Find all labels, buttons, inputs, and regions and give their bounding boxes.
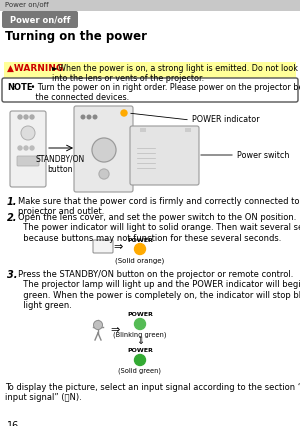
Bar bbox=[0, 0, 300, 11]
Circle shape bbox=[99, 169, 109, 179]
Text: POWER: POWER bbox=[127, 238, 153, 243]
Text: NOTE: NOTE bbox=[7, 83, 32, 92]
Text: ►When the power is on, a strong light is emitted. Do not look
into the lens or v: ►When the power is on, a strong light is… bbox=[52, 64, 298, 83]
Text: ⇒: ⇒ bbox=[113, 242, 123, 252]
Circle shape bbox=[134, 319, 146, 329]
Text: POWER: POWER bbox=[127, 312, 153, 317]
Circle shape bbox=[94, 320, 103, 329]
Circle shape bbox=[30, 115, 34, 119]
Text: 16: 16 bbox=[7, 421, 19, 426]
Circle shape bbox=[18, 115, 22, 119]
FancyBboxPatch shape bbox=[10, 111, 46, 187]
Circle shape bbox=[30, 146, 34, 150]
FancyBboxPatch shape bbox=[93, 240, 113, 253]
Circle shape bbox=[134, 354, 146, 366]
Circle shape bbox=[24, 115, 28, 119]
Text: 2.: 2. bbox=[7, 213, 17, 223]
Text: 3.: 3. bbox=[7, 270, 17, 280]
Text: ⇓: ⇓ bbox=[136, 336, 144, 346]
Text: Power on/off: Power on/off bbox=[10, 15, 70, 25]
Text: Power switch: Power switch bbox=[237, 150, 290, 159]
FancyBboxPatch shape bbox=[130, 126, 199, 185]
Circle shape bbox=[21, 126, 35, 140]
Circle shape bbox=[81, 115, 85, 119]
Text: POWER: POWER bbox=[127, 348, 153, 353]
Circle shape bbox=[121, 110, 127, 116]
Text: STANDBY/ON
button: STANDBY/ON button bbox=[35, 155, 85, 174]
Circle shape bbox=[92, 138, 116, 162]
FancyBboxPatch shape bbox=[74, 106, 133, 192]
Text: Open the lens cover, and set the power switch to the ON position.
  The power in: Open the lens cover, and set the power s… bbox=[18, 213, 300, 243]
Circle shape bbox=[87, 115, 91, 119]
Text: ⇒: ⇒ bbox=[110, 325, 120, 335]
Bar bbox=[4, 62, 296, 88]
Bar bbox=[140, 128, 146, 132]
Text: ▲WARNING: ▲WARNING bbox=[7, 64, 66, 73]
Text: To display the picture, select an input signal according to the section “Selecti: To display the picture, select an input … bbox=[5, 383, 300, 403]
Text: (Blinking green): (Blinking green) bbox=[113, 332, 167, 339]
Text: Power on/off: Power on/off bbox=[5, 3, 49, 9]
Circle shape bbox=[24, 146, 28, 150]
FancyBboxPatch shape bbox=[2, 78, 298, 102]
Circle shape bbox=[134, 244, 146, 254]
Text: Press the STANDBY/ON button on the projector or remote control.
  The projector : Press the STANDBY/ON button on the proje… bbox=[18, 270, 300, 310]
Circle shape bbox=[93, 115, 97, 119]
Text: (Solid orange): (Solid orange) bbox=[116, 257, 165, 264]
Circle shape bbox=[18, 146, 22, 150]
FancyBboxPatch shape bbox=[17, 156, 39, 166]
Text: • Turn the power on in right order. Please power on the projector before
   the : • Turn the power on in right order. Plea… bbox=[28, 83, 300, 102]
Text: Turning on the power: Turning on the power bbox=[5, 30, 147, 43]
FancyBboxPatch shape bbox=[2, 11, 78, 28]
Text: POWER indicator: POWER indicator bbox=[192, 115, 260, 124]
Bar bbox=[185, 128, 191, 132]
Text: 1.: 1. bbox=[7, 197, 17, 207]
Text: Make sure that the power cord is firmly and correctly connected to the
projector: Make sure that the power cord is firmly … bbox=[18, 197, 300, 216]
Text: (Solid green): (Solid green) bbox=[118, 368, 161, 374]
